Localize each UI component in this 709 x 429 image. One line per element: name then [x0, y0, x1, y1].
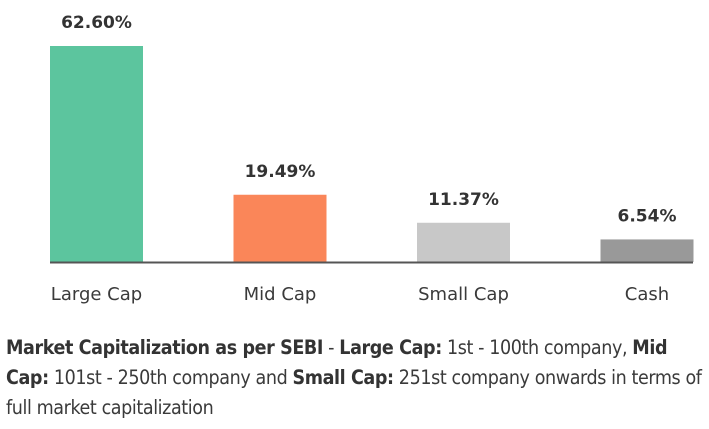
- bar-small-cap: [417, 222, 510, 262]
- bar-chart: 62.60% Large Cap 19.49% Mid Cap 11.37% Small …: [50, 13, 694, 305]
- bar-large-cap: [50, 46, 143, 262]
- category-label-small-cap: Small Cap: [418, 284, 509, 305]
- note-mid-cap-label: Mid Cap:: [6, 336, 668, 389]
- note-text: -: [323, 336, 340, 359]
- note-heading: Market Capitalization as per SEBI: [6, 336, 324, 359]
- category-label-mid-cap: Mid Cap: [244, 284, 317, 305]
- category-label-large-cap: Large Cap: [51, 284, 142, 305]
- data-label-small-cap: 11.37%: [428, 190, 499, 210]
- note-small-cap-label: Small Cap:: [292, 366, 394, 389]
- data-label-large-cap: 62.60%: [61, 13, 132, 33]
- bar-mid-cap: [233, 194, 327, 262]
- note-text: 1st - 100th company,: [441, 336, 633, 359]
- note-large-cap-label: Large Cap:: [339, 336, 442, 359]
- footnote: Market Capitalization as per SEBI - Larg…: [6, 333, 706, 423]
- note-text: 101st - 250th company and: [48, 366, 293, 389]
- data-label-mid-cap: 19.49%: [245, 162, 316, 182]
- bar-cash: [600, 239, 694, 262]
- note-text: 251st company onwards in terms of full m…: [6, 366, 702, 419]
- category-label-cash: Cash: [625, 284, 669, 305]
- data-label-cash: 6.54%: [618, 206, 677, 226]
